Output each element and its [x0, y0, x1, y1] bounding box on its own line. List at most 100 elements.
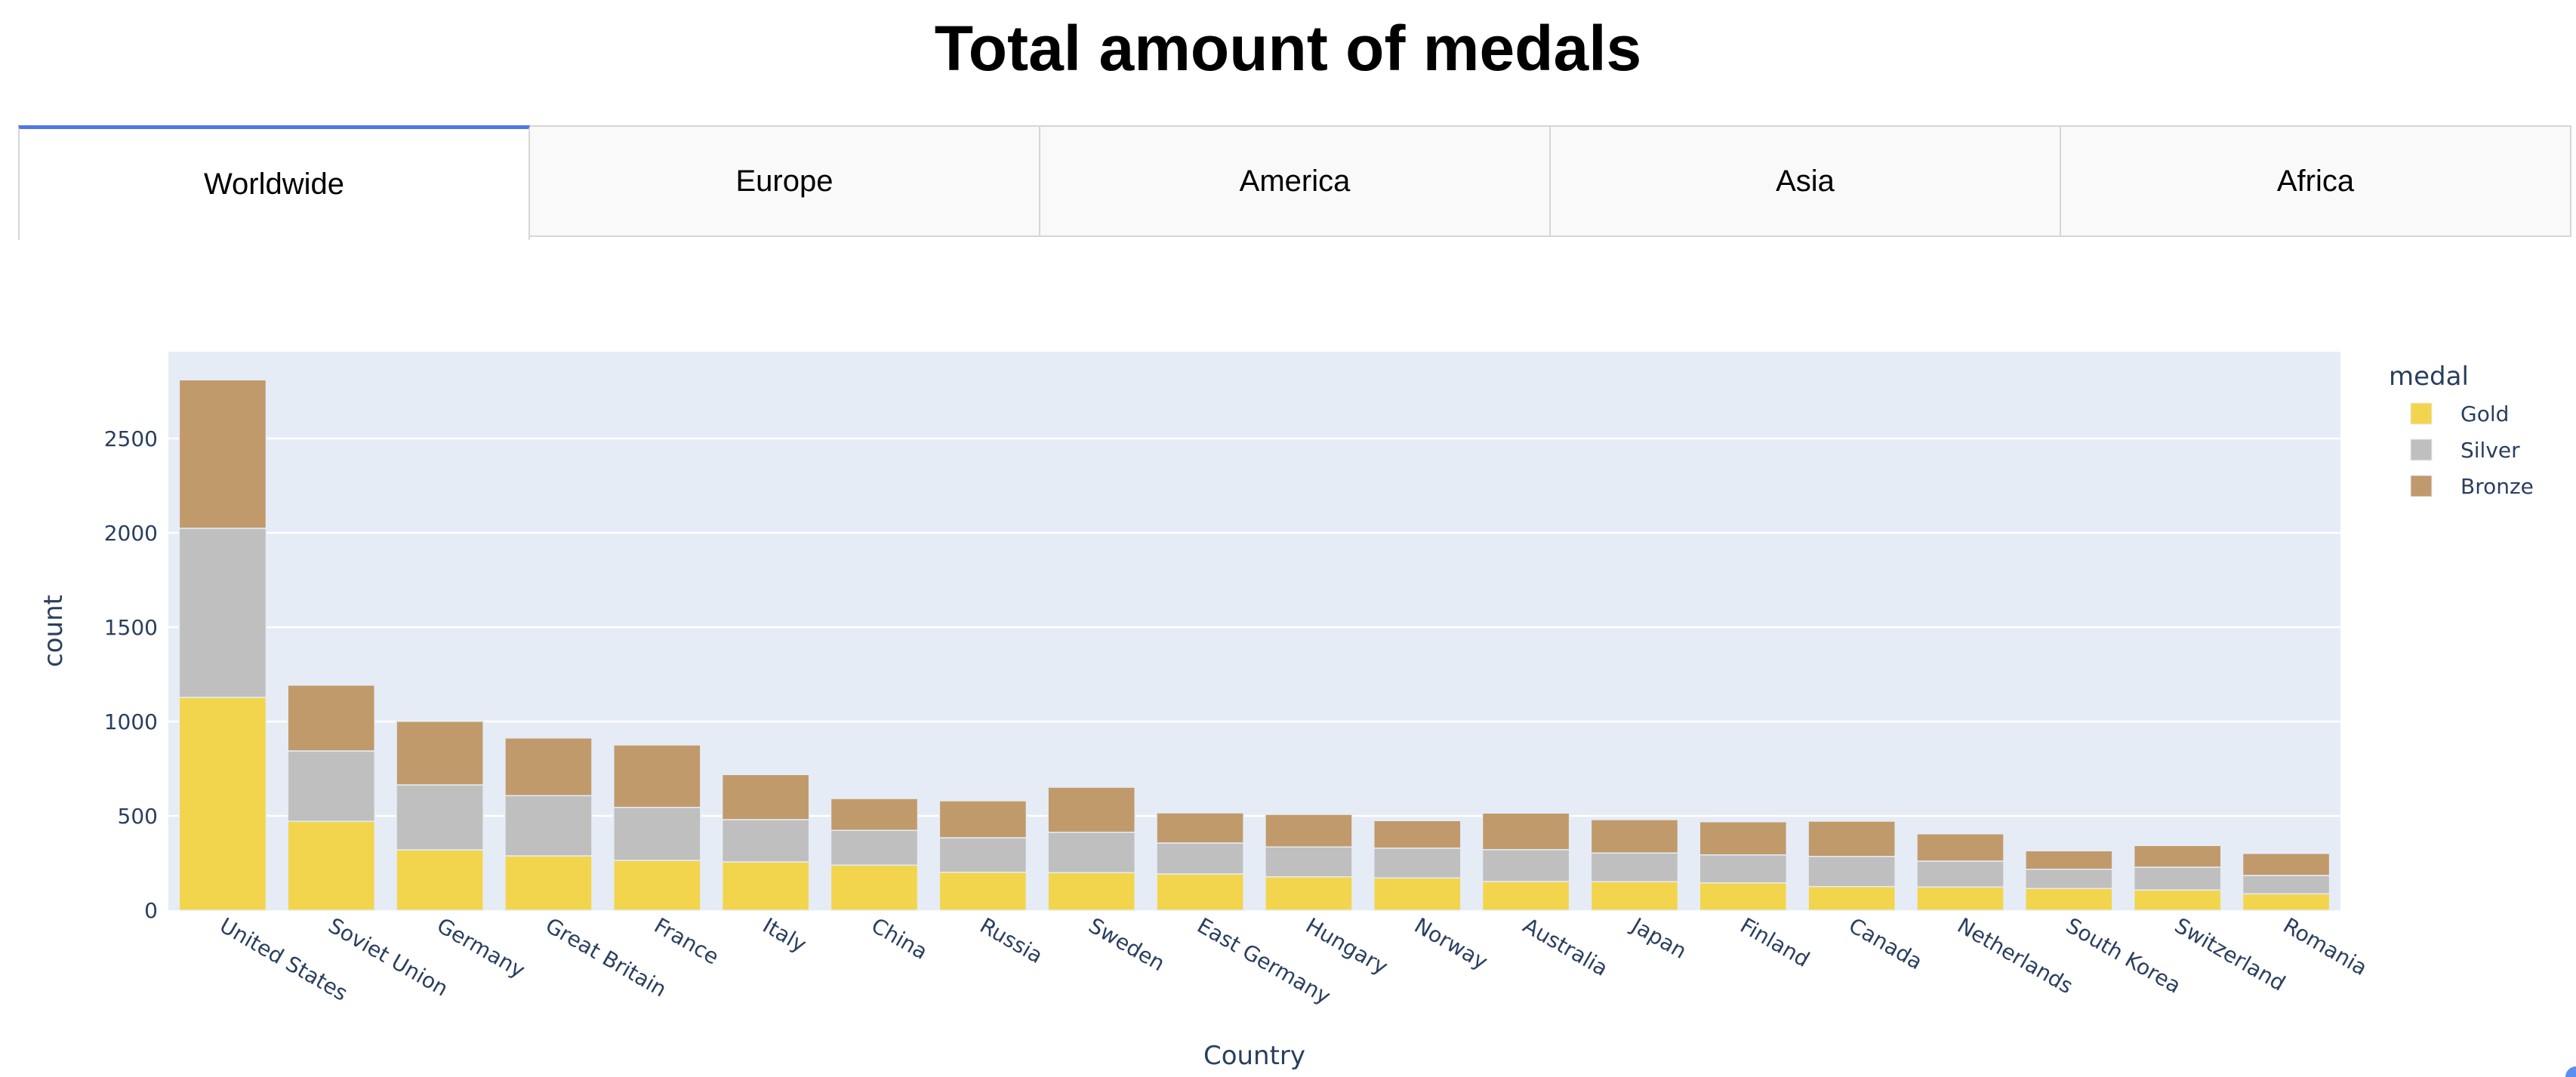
region-tabs: Worldwide Europe America Asia Africa [18, 125, 2571, 240]
bar-bronze[interactable] [2133, 845, 2222, 868]
bar-gold[interactable] [1373, 877, 1462, 911]
bar-gold[interactable] [396, 849, 484, 911]
bar-silver[interactable] [830, 829, 919, 866]
bar-silver[interactable] [1373, 848, 1462, 879]
bar-gold[interactable] [721, 861, 810, 911]
tab-america[interactable]: America [1040, 125, 1551, 237]
bar-bronze[interactable] [178, 379, 267, 529]
bar-bronze[interactable] [287, 685, 376, 752]
x-axis-title: Country [1203, 1041, 1305, 1071]
bar-silver[interactable] [613, 807, 701, 861]
bar-silver[interactable] [178, 528, 267, 698]
y-axis-ticks: 0 500 1000 1500 2000 2500 [104, 426, 158, 923]
y-tick-label: 0 [144, 898, 158, 923]
y-tick-label: 500 [118, 804, 158, 829]
legend-item-silver[interactable]: Silver [2460, 438, 2520, 463]
bar-bronze[interactable] [1265, 814, 1353, 848]
bar-gold[interactable] [2242, 893, 2331, 911]
bar-silver[interactable] [1265, 846, 1353, 878]
x-tick-label: Germany [433, 912, 529, 983]
bar-bronze[interactable] [1481, 812, 1570, 851]
bar-gold[interactable] [287, 820, 376, 911]
bar-gold[interactable] [1699, 882, 1788, 911]
x-tick-label: South Korea [2062, 912, 2185, 998]
bar-bronze[interactable] [613, 744, 701, 808]
bar-gold[interactable] [504, 855, 593, 911]
bar-silver[interactable] [1699, 854, 1788, 884]
y-tick-label: 1500 [104, 615, 158, 640]
x-tick-label: Norway [1410, 912, 1492, 974]
bar-silver[interactable] [2025, 869, 2113, 889]
legend-swatch-gold [2410, 402, 2433, 425]
page-title: Total amount of medals [934, 13, 1642, 84]
bar-silver[interactable] [1807, 856, 1896, 888]
bar-silver[interactable] [2133, 866, 2222, 891]
bar-silver[interactable] [1916, 860, 2004, 888]
bar-silver[interactable] [1156, 842, 1244, 875]
tab-asia[interactable]: Asia [1551, 125, 2061, 237]
bar-gold[interactable] [1807, 886, 1896, 911]
bar-silver[interactable] [721, 819, 810, 863]
bar-bronze[interactable] [1590, 819, 1679, 854]
bar-silver[interactable] [287, 750, 376, 822]
x-tick-label: Romania [2279, 912, 2372, 980]
y-tick-label: 1000 [104, 709, 158, 734]
bar-silver[interactable] [504, 795, 593, 857]
bar-gold[interactable] [1265, 876, 1353, 911]
bar-silver[interactable] [2242, 875, 2331, 894]
x-tick-label: Netherlands [1953, 912, 2077, 999]
bar-gold[interactable] [1590, 881, 1679, 911]
bar-bronze[interactable] [1047, 786, 1136, 833]
x-tick-label: Finland [1736, 912, 1813, 972]
bar-gold[interactable] [613, 860, 701, 911]
bar-gold[interactable] [938, 872, 1028, 911]
x-tick-label: Russia [975, 912, 1046, 968]
bar-bronze[interactable] [1807, 820, 1896, 857]
corner-accent [2565, 1066, 2576, 1077]
x-tick-label: France [650, 912, 723, 969]
bar-gold[interactable] [178, 697, 267, 911]
x-tick-label: Great Britain [541, 912, 671, 1002]
legend-swatch-silver [2410, 438, 2433, 461]
bar-gold[interactable] [830, 864, 919, 911]
bar-bronze[interactable] [2242, 853, 2331, 876]
bar-gold[interactable] [2025, 888, 2113, 911]
tab-africa[interactable]: Africa [2061, 125, 2571, 237]
bar-bronze[interactable] [1156, 812, 1244, 844]
bar-bronze[interactable] [1699, 821, 1788, 856]
bar-silver[interactable] [396, 784, 484, 851]
bar-bronze[interactable] [504, 737, 593, 796]
bar-bronze[interactable] [2025, 850, 2113, 870]
legend-swatch-bronze [2410, 475, 2433, 497]
y-tick-label: 2000 [104, 521, 158, 546]
bar-silver[interactable] [1590, 852, 1679, 882]
bar-gold[interactable] [1047, 872, 1136, 911]
legend-item-bronze[interactable]: Bronze [2460, 474, 2534, 499]
x-tick-label: Australia [1519, 912, 1613, 981]
legend: medal Gold Silver Bronze [2389, 362, 2534, 499]
bar-gold[interactable] [1481, 881, 1570, 911]
x-tick-label: Sweden [1084, 912, 1169, 976]
bar-silver[interactable] [938, 837, 1028, 873]
x-tick-label: Italy [759, 912, 811, 957]
bar-bronze[interactable] [1373, 820, 1462, 849]
bar-bronze[interactable] [938, 800, 1028, 839]
y-axis-title: count [39, 595, 69, 667]
plot-area [168, 352, 2340, 910]
bar-gold[interactable] [1156, 873, 1244, 911]
legend-item-gold[interactable]: Gold [2460, 402, 2509, 426]
bar-bronze[interactable] [721, 774, 810, 820]
bar-gold[interactable] [1916, 886, 2004, 911]
tab-worldwide[interactable]: Worldwide [18, 125, 530, 240]
bar-bronze[interactable] [396, 721, 484, 786]
tab-europe[interactable]: Europe [530, 125, 1040, 237]
x-tick-label: Hungary [1302, 912, 1392, 979]
bar-silver[interactable] [1047, 832, 1136, 873]
legend-title: medal [2389, 362, 2469, 392]
bar-gold[interactable] [2133, 889, 2222, 911]
bar-bronze[interactable] [830, 798, 919, 831]
x-tick-label: Switzerland [2171, 912, 2290, 995]
bar-silver[interactable] [1481, 849, 1570, 882]
bar-bronze[interactable] [1916, 833, 2004, 862]
